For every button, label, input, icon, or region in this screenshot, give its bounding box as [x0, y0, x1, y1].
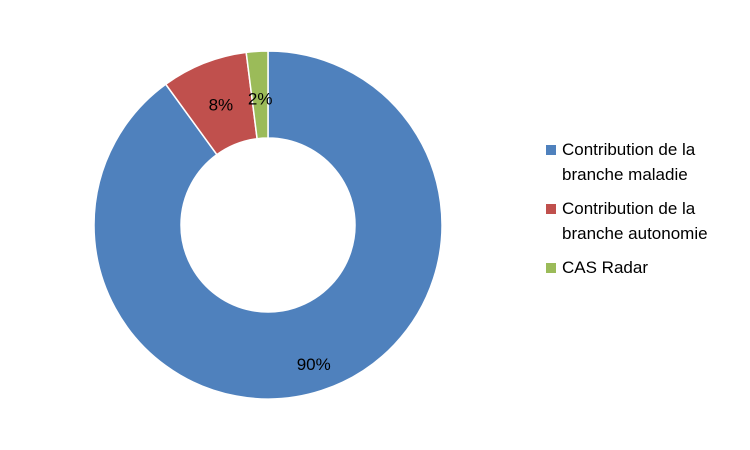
legend-swatch-cas-radar [546, 263, 556, 273]
legend-item-branche-maladie: Contribution de la branche maladie [546, 137, 746, 187]
legend-item-branche-autonomie: Contribution de la branche autonomie [546, 196, 746, 246]
slice-cas-radar [245, 50, 269, 140]
chart-legend: Contribution de la branche maladie Contr… [546, 137, 746, 280]
legend-label-branche-autonomie: Contribution de la branche autonomie [562, 199, 708, 243]
slice-branche-maladie [93, 50, 443, 400]
data-label-cas-radar: 2% [248, 90, 273, 109]
legend-swatch-branche-maladie [546, 145, 556, 155]
legend-swatch-branche-autonomie [546, 204, 556, 214]
legend-item-cas-radar: CAS Radar [546, 255, 746, 280]
donut-slices [93, 50, 443, 400]
data-label-branche-maladie: 90% [297, 355, 331, 374]
donut-data-labels: 90% 8% 2% [209, 90, 331, 375]
legend-label-cas-radar: CAS Radar [562, 258, 648, 277]
data-label-branche-autonomie: 8% [209, 95, 234, 114]
legend-label-branche-maladie: Contribution de la branche maladie [562, 140, 696, 184]
